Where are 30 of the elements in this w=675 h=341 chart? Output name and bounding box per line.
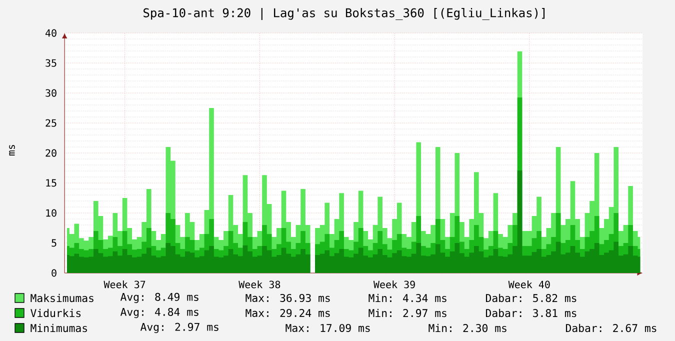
text: Avg: 2.97 ms: [140, 322, 218, 334]
y-axis-title: ms: [9, 144, 15, 156]
text: Avg: 8.49 ms: [120, 292, 198, 304]
y-tick-label: 25: [46, 119, 56, 127]
y-tick-label: 35: [46, 59, 56, 67]
text: Min: 4.34 ms: [368, 294, 446, 302]
text: Max: 17.09 ms: [286, 324, 370, 332]
y-tick-label: 10: [46, 209, 56, 217]
x-tick-label: Week 40: [508, 280, 550, 288]
legend-label: Vidurkis: [30, 308, 81, 318]
text: Dabar: 2.67 ms: [566, 324, 656, 332]
x-tick-label: Week 37: [104, 280, 146, 288]
y-tick-label: 5: [52, 239, 56, 247]
text: Min: 2.30 ms: [428, 324, 506, 332]
y-tick-label: 15: [46, 179, 56, 187]
text: Dabar: 3.81 ms: [486, 308, 576, 318]
legend-label: Minimumas: [30, 324, 87, 332]
chart-title: Spa-10-ant 9:20 | Lag'as su Bokstas_360 [(Egliu_Linkas)]: [144, 8, 545, 20]
x-tick-label: Week 39: [373, 280, 415, 288]
text: Max: 36.93 ms: [246, 294, 330, 302]
y-tick-label: 0: [52, 269, 56, 277]
y-tick-label: 20: [46, 149, 56, 157]
text: Avg: 4.84 ms: [120, 308, 198, 318]
x-tick-label: Week 38: [238, 280, 280, 288]
text: Min: 2.97 ms: [368, 308, 446, 318]
y-tick-label: 40: [46, 29, 56, 37]
y-tick-label: 30: [46, 89, 56, 97]
legend-label: Maksimumas: [30, 294, 94, 302]
text: Max: 29.24 ms: [246, 308, 330, 318]
text: Dabar: 5.82 ms: [486, 294, 576, 302]
